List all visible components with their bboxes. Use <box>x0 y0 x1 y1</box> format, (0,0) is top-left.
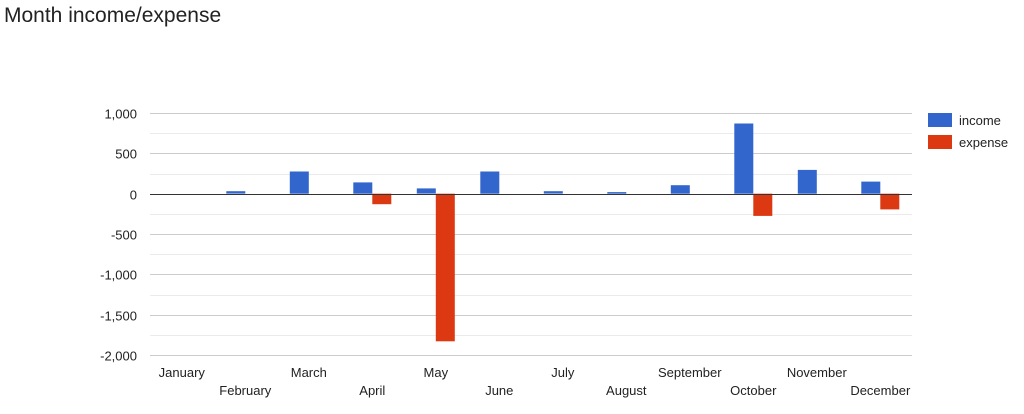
x-tick-label: June <box>485 383 513 398</box>
legend: income expense <box>928 113 1008 150</box>
x-tick-label: April <box>359 383 385 398</box>
y-tick-label: -1,500 <box>100 309 137 324</box>
y-tick-label: -1,000 <box>100 268 137 283</box>
legend-swatch-expense <box>928 135 952 149</box>
legend-label-expense: expense <box>959 135 1008 150</box>
bar-expense-december <box>880 193 900 210</box>
bars <box>226 123 900 342</box>
y-tick-label: 500 <box>115 147 137 162</box>
x-tick-label: September <box>658 365 722 380</box>
y-tick-label: 1,000 <box>104 107 137 122</box>
x-axis: January February March April May June July Augu… <box>159 365 911 398</box>
gridlines <box>150 113 912 356</box>
bar-income-april <box>353 182 373 194</box>
x-tick-label: January <box>159 365 206 380</box>
y-axis: 1,000 500 0 -500 -1,000 -1,500 -2,000 <box>100 107 137 364</box>
bar-expense-april <box>372 193 392 205</box>
bar-income-november <box>797 169 817 194</box>
bar-income-june <box>480 171 500 194</box>
bar-income-august <box>607 192 627 194</box>
bar-income-february <box>226 191 246 194</box>
bar-expense-may <box>435 193 455 342</box>
bar-income-september <box>670 185 690 194</box>
legend-swatch-income <box>928 113 952 127</box>
y-tick-label: -2,000 <box>100 349 137 364</box>
x-tick-label: February <box>219 383 272 398</box>
legend-label-income: income <box>959 113 1001 128</box>
y-tick-label: -500 <box>111 228 137 243</box>
x-tick-label: March <box>291 365 327 380</box>
bar-income-july <box>543 191 563 194</box>
x-tick-label: December <box>850 383 911 398</box>
bar-expense-october <box>753 193 773 216</box>
x-tick-label: July <box>551 365 575 380</box>
page-title: Month income/expense <box>4 4 222 27</box>
bar-income-may <box>416 188 436 194</box>
y-tick-label: 0 <box>130 188 137 203</box>
x-tick-label: August <box>606 383 647 398</box>
x-tick-label: October <box>730 383 777 398</box>
x-tick-label: May <box>424 365 449 380</box>
bar-income-october <box>734 123 754 194</box>
bar-income-december <box>861 181 881 194</box>
x-tick-label: November <box>787 365 848 380</box>
bar-income-march <box>289 171 309 194</box>
